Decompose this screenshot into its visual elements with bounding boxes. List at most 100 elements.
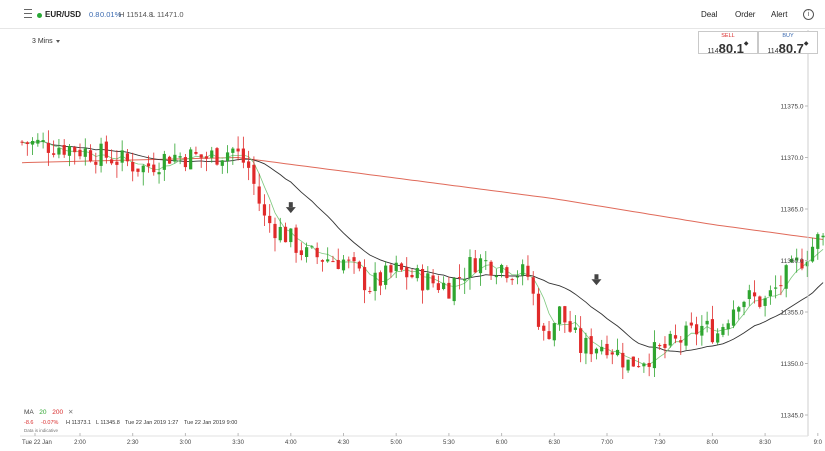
candle-body <box>415 268 419 279</box>
candle-body <box>747 290 751 300</box>
menu-icon[interactable] <box>24 9 32 18</box>
candle-body <box>763 298 767 306</box>
candle-body <box>668 333 672 346</box>
x-tick-label: 4:30 <box>338 440 350 446</box>
buy-price-prefix: 114 <box>767 48 779 55</box>
candle-body <box>178 156 182 158</box>
sell-button[interactable]: SELL 11480.1◆ <box>698 31 758 55</box>
x-tick-label: 8:30 <box>759 440 771 446</box>
candle-body <box>399 263 404 270</box>
arrow-down-icon <box>594 274 599 280</box>
x-axis: Tue 22 Jan 2:00 2:30 3:00 3:30 4:00 4:30 5:00 5:… <box>20 433 823 446</box>
sell-price: 11480.1◆ <box>699 40 757 58</box>
candle-body <box>700 325 704 336</box>
candle-body <box>784 265 788 289</box>
candle-body <box>341 259 346 271</box>
y-tick-label: 11360.0 <box>780 258 803 265</box>
candle-body <box>210 150 214 158</box>
candle-body <box>436 283 440 291</box>
candle-body <box>610 352 614 355</box>
candle-body <box>136 168 140 172</box>
candle-body <box>94 161 98 165</box>
y-tick-label: 11350.0 <box>780 361 803 368</box>
x-tick-label: 7:30 <box>654 440 666 446</box>
candle-body <box>494 275 498 278</box>
candle-body <box>283 226 288 243</box>
ma-mid-layer <box>21 141 824 353</box>
candles-layer <box>20 130 825 380</box>
candle-body <box>215 148 219 165</box>
candle-body <box>600 346 604 352</box>
deal-button[interactable]: Deal <box>701 10 718 19</box>
x-tick-label: Tue 22 Jan <box>22 440 52 446</box>
session-high: H 11514.8 <box>119 10 154 19</box>
candle-body <box>20 141 24 143</box>
candle-body <box>737 307 741 312</box>
candle-body <box>768 290 772 297</box>
y-tick-label: 11355.0 <box>780 310 803 317</box>
candle-body <box>452 278 456 302</box>
candle-body <box>331 261 335 263</box>
candle-body <box>447 282 451 299</box>
candle-body <box>573 327 577 330</box>
x-tick-label: 8:00 <box>707 440 719 446</box>
candle-body <box>183 157 187 168</box>
order-button[interactable]: Order <box>735 10 756 19</box>
candle-body <box>315 247 319 258</box>
x-tick-label: 6:30 <box>548 440 560 446</box>
ma-close-icon[interactable]: ✕ <box>67 409 74 416</box>
buy-price-main: 80.7 <box>778 41 804 56</box>
candle-body <box>220 160 224 166</box>
candle-body <box>631 356 635 367</box>
candle-body <box>257 186 261 204</box>
candle-body <box>426 273 430 290</box>
candle-body <box>805 261 809 267</box>
buy-button[interactable]: BUY 11480.7◆ <box>758 31 818 55</box>
info-icon[interactable]: i <box>803 9 814 20</box>
candle-body <box>526 265 530 277</box>
ma-slow-period[interactable]: 200 <box>52 409 64 416</box>
candle-body <box>589 336 593 355</box>
buy-price: 11480.7◆ <box>759 40 817 58</box>
x-tick-label: 5:00 <box>390 440 402 446</box>
candle-body <box>310 246 314 248</box>
candle-body <box>694 324 699 335</box>
candle-body <box>758 296 762 307</box>
arrow-down-icon <box>288 202 293 208</box>
candle-body <box>510 279 514 281</box>
candle-body <box>420 268 425 291</box>
x-tick-label: 2:30 <box>127 440 139 446</box>
candle-body <box>357 261 361 269</box>
candle-body <box>752 292 757 297</box>
timeframe-selector[interactable]: 3 Mins <box>32 38 60 45</box>
candle-body <box>46 142 50 153</box>
candle-body <box>410 275 414 278</box>
candle-body <box>83 148 87 157</box>
candle-body <box>146 163 151 167</box>
instrument-name[interactable]: EUR/USD <box>45 10 82 19</box>
markers-layer <box>285 202 602 286</box>
period-high: H 11373.1 <box>66 420 91 426</box>
candle-body <box>689 322 693 326</box>
candle-body <box>731 309 736 326</box>
candle-body <box>252 164 256 184</box>
x-tick-label: 7:00 <box>601 440 613 446</box>
candle-body <box>99 143 103 166</box>
candle-body <box>536 293 541 327</box>
candle-body <box>104 141 108 158</box>
x-tick-label: 3:30 <box>232 440 244 446</box>
ma-fast-period[interactable]: 20 <box>39 409 47 416</box>
x-tick-label: 5:30 <box>443 440 455 446</box>
candle-body <box>800 259 804 269</box>
candle-body <box>810 246 815 262</box>
candle-body <box>389 265 393 273</box>
candle-body <box>278 226 282 241</box>
candle-body <box>710 319 714 343</box>
candle-body <box>568 321 572 332</box>
candle-body <box>289 228 293 243</box>
x-tick-label: 4:00 <box>285 440 297 446</box>
sell-price-prefix: 114 <box>707 48 719 55</box>
ma-label[interactable]: MA <box>24 409 34 416</box>
alert-button[interactable]: Alert <box>771 10 788 19</box>
